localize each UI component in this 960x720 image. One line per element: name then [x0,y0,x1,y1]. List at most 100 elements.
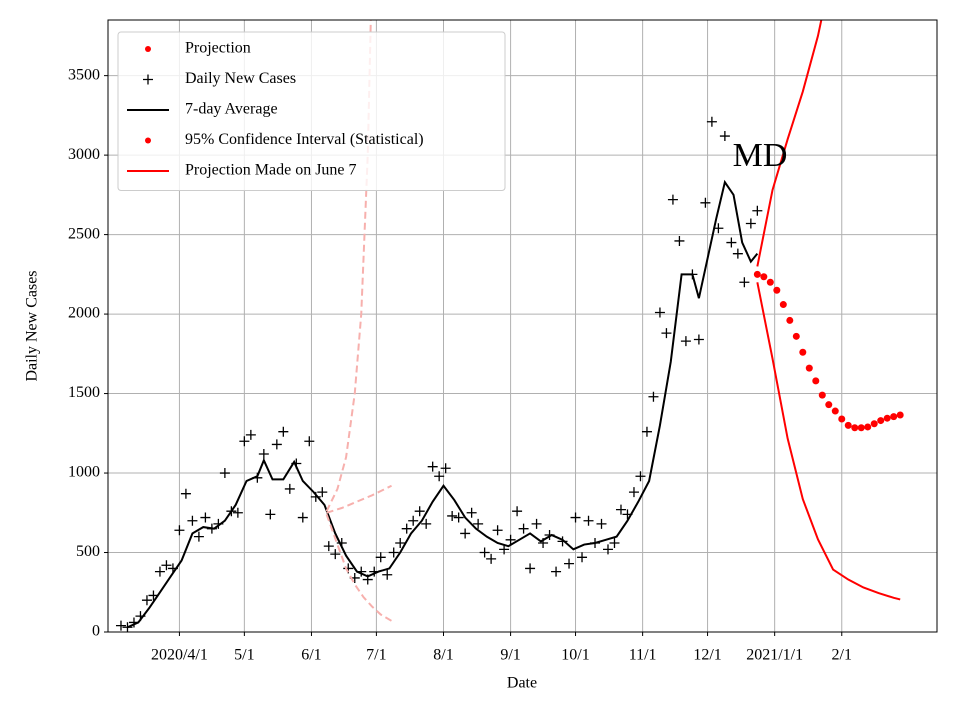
plus-marker [479,547,490,558]
plus-marker [615,504,626,515]
y-tick-label: 3000 [68,146,100,163]
series-line [756,20,823,267]
plus-marker [674,235,685,246]
plus-marker [700,197,711,208]
axes-frame [107,19,938,633]
plus-marker [408,515,419,526]
plus-marker [577,552,588,563]
dot-marker [799,348,807,356]
dot-marker [864,423,872,431]
series-line [756,282,901,601]
plus-marker [505,534,516,545]
plus-marker [512,506,523,517]
x-axis-label: Date [507,675,537,692]
series-line [127,179,759,629]
plot-area [115,20,904,632]
plus-marker [693,334,704,345]
x-tick-label: 12/1 [693,647,721,664]
dot-marker [857,424,865,432]
plus-marker [278,426,289,437]
plus-marker [193,531,204,542]
plus-marker [401,523,412,534]
plus-marker [706,116,717,127]
x-tick-label: 8/1 [433,647,453,664]
plus-marker [115,620,126,631]
plus-marker [583,515,594,526]
x-tick-label: 7/1 [366,647,386,664]
legend-label: Daily New Cases [185,70,296,87]
plus-marker [492,525,503,536]
y-tick-label: 3500 [68,66,100,83]
dot-marker [818,391,826,399]
plus-marker [531,518,542,529]
plus-marker [551,566,562,577]
plus-marker [434,471,445,482]
y-tick-label: 500 [76,543,100,560]
plus-marker [427,461,438,472]
plus-marker [602,544,613,555]
plus-marker [239,436,250,447]
dot-marker [773,286,781,294]
dot-marker [838,415,846,423]
plus-marker [499,544,510,555]
plus-marker [414,506,425,517]
plus-marker [466,507,477,518]
legend-label: 7-day Average [185,101,278,118]
plus-marker [122,622,133,632]
x-tick-label: 6/1 [301,647,321,664]
y-tick-label: 1500 [68,384,100,401]
plus-marker [154,566,165,577]
plus-marker [284,483,295,494]
dot-marker [877,417,885,425]
plus-marker [330,549,341,560]
series-line [325,514,393,622]
plus-marker [440,463,451,474]
dot-marker [825,401,833,409]
plus-marker [726,237,737,248]
x-tick-label: 11/1 [629,647,657,664]
plus-marker [473,518,484,529]
plus-marker [219,468,230,479]
dot-marker [890,413,898,421]
plus-marker [304,436,315,447]
plus-marker [323,541,334,552]
dot-marker [844,421,852,429]
plus-marker [143,74,153,85]
plus-marker [752,205,763,216]
plus-marker [245,429,256,440]
plus-marker [745,218,756,229]
x-tick-label: 2/1 [832,647,852,664]
legend: Projection Daily New Cases 7-day Average 95… [117,31,506,191]
series-line [326,484,392,514]
plus-marker [161,560,172,571]
y-tick-label: 2500 [68,225,100,242]
plus-marker [635,471,646,482]
plus-marker [557,536,568,547]
plus-marker [453,512,464,523]
y-tick-label: 0 [92,623,100,640]
plus-marker [271,439,282,450]
plus-marker [460,528,471,539]
dot-marker [760,273,768,281]
x-tick-label: 5/1 [234,647,254,664]
x-tick-label: 10/1 [561,647,589,664]
plus-marker [518,523,529,534]
legend-marker [145,137,151,144]
plus-marker [421,518,432,529]
dot-marker [831,407,839,415]
plus-marker [486,553,497,564]
plus-marker [661,328,672,339]
plus-marker [570,512,581,523]
dot-marker [779,301,787,309]
plus-marker [388,547,399,558]
dot-marker [805,364,813,372]
plus-marker [654,307,665,318]
y-tick-label: 1000 [68,464,100,481]
dot-marker [786,316,794,324]
x-tick-label: 2020/4/1 [151,647,208,664]
legend-label: Projection Made on June 7 [185,162,357,179]
dot-marker [870,420,878,428]
plus-marker [680,336,691,347]
plus-marker [187,515,198,526]
plus-marker [180,488,191,499]
